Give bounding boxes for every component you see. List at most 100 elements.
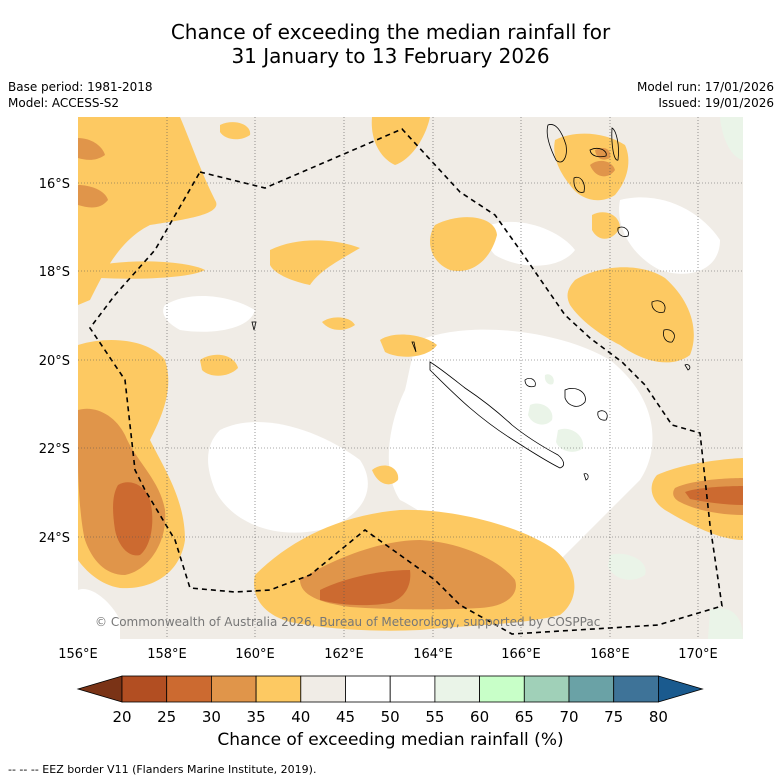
- model-name: Model: ACCESS-S2: [8, 96, 120, 110]
- field-yellow-north-strip: [100, 261, 205, 279]
- lon-label: 164°E: [413, 647, 453, 662]
- field-green-1: [528, 403, 553, 425]
- field-yellow-north-reef: [371, 117, 430, 165]
- vanuatu-aneityum: [663, 329, 675, 343]
- islet-4: [411, 341, 417, 353]
- field-yellow-south-blob: [372, 465, 399, 485]
- field-white-southwest: [78, 589, 120, 639]
- colorbar-tick-label: 25: [157, 708, 176, 726]
- colorbar-segment: [300, 675, 346, 703]
- new-caledonia-coast: [429, 361, 564, 469]
- colorbar-tick-label: 75: [604, 708, 623, 726]
- field-orange-northwest: [78, 138, 105, 160]
- field-green-3: [608, 553, 646, 580]
- vanuatu-tanna: [651, 300, 666, 313]
- copyright-watermark: © Commonwealth of Australia 2026, Bureau…: [95, 615, 600, 629]
- colorbar-segment: [255, 675, 302, 703]
- rainfall-probability-field: [78, 117, 743, 639]
- field-darkorange-south: [320, 570, 411, 606]
- colorbar-tick-label: 35: [247, 708, 266, 726]
- vanuatu-maewo: [611, 127, 619, 161]
- field-green-6: [544, 374, 554, 385]
- field-green-5: [708, 608, 743, 639]
- lat-label: 22°S: [39, 442, 70, 457]
- map-title-line1: Chance of exceeding the median rainfall …: [170, 20, 611, 44]
- loyalty-island-3: [597, 410, 608, 421]
- vanuatu-ambae: [589, 148, 607, 158]
- colorbar-tick-label: 80: [649, 708, 668, 726]
- field-white-south: [208, 421, 368, 533]
- colorbar-tick-label: 65: [515, 708, 534, 726]
- field-yellow-northwest: [78, 117, 217, 305]
- latitude-labels: 16°S 18°S 20°S 22°S 24°S: [39, 177, 70, 546]
- field-yellow-vanuatu2: [592, 212, 620, 239]
- issued-date: Issued: 19/01/2026: [658, 96, 774, 110]
- field-yellow-north-blob: [220, 122, 251, 140]
- field-white-east: [619, 197, 720, 274]
- gridlines: [78, 117, 743, 639]
- field-darkorange-west: [113, 482, 153, 556]
- colorbar: 20 25 30 35 40 45 50 55 60 65 70 75 80: [76, 675, 704, 726]
- lon-label: 166°E: [501, 647, 541, 662]
- colorbar-tick-label: 50: [381, 708, 400, 726]
- lat-label: 20°S: [39, 354, 70, 369]
- islet-2: [583, 473, 589, 481]
- base-period: Base period: 1981-2018: [8, 80, 153, 94]
- colorbar-segment: [121, 675, 168, 703]
- field-white-north: [486, 221, 575, 266]
- loyalty-island-1: [524, 378, 536, 388]
- colorbar-tick-label: 60: [470, 708, 489, 726]
- lon-label: 158°E: [147, 647, 187, 662]
- field-yellow-mid-north: [430, 217, 497, 272]
- map-title-line2: 31 January to 13 February 2026: [231, 44, 550, 68]
- colorbar-extend-high: [658, 675, 704, 703]
- vanuatu-efate: [617, 226, 629, 237]
- colorbar-segment: [434, 675, 480, 703]
- lat-label: 18°S: [39, 265, 70, 280]
- colorbar-segment: [166, 675, 212, 703]
- vanuatu-malekula: [573, 176, 585, 193]
- colorbar-segment: [389, 675, 436, 703]
- colorbar-tick-label: 40: [291, 708, 310, 726]
- field-green-2: [556, 428, 584, 452]
- colorbar-tick-label: 45: [336, 708, 355, 726]
- islet-3: [684, 364, 691, 371]
- field-white-west: [163, 295, 255, 332]
- coastlines: [251, 124, 691, 481]
- colorbar-segment: [523, 675, 570, 703]
- colorbar-tick-label: 55: [425, 708, 444, 726]
- longitude-labels: 156°E 158°E 160°E 162°E 164°E 166°E 168°…: [58, 647, 718, 662]
- colorbar-segment: [345, 675, 391, 703]
- colorbar-segment: [613, 675, 659, 703]
- eez-border: [89, 128, 723, 635]
- field-yellow-blob-small: [322, 317, 355, 330]
- model-run: Model run: 17/01/2026: [636, 80, 774, 94]
- lat-label: 16°S: [39, 177, 70, 192]
- field-orange-northwest2: [78, 185, 108, 208]
- lon-label: 162°E: [324, 647, 364, 662]
- lon-label: 170°E: [678, 647, 718, 662]
- colorbar-extend-low: [76, 675, 123, 703]
- field-yellow-central: [380, 334, 437, 357]
- islet-1: [251, 321, 257, 331]
- field-green-4: [720, 117, 743, 160]
- colorbar-segment: [479, 675, 525, 703]
- colorbar-tick-label: 20: [112, 708, 131, 726]
- colorbar-tick-label: 30: [202, 708, 221, 726]
- lat-label: 24°S: [39, 531, 70, 546]
- lon-label: 156°E: [58, 647, 98, 662]
- colorbar-title: Chance of exceeding median rainfall (%): [217, 730, 564, 750]
- field-yellow-east: [567, 267, 694, 363]
- field-darkorange-east: [685, 486, 743, 505]
- colorbar-segment: [568, 675, 615, 703]
- lon-label: 160°E: [235, 647, 275, 662]
- field-orange-vanuatu: [590, 160, 615, 177]
- eez-legend-note: -- -- -- EEZ border V11 (Flanders Marine…: [8, 763, 317, 776]
- colorbar-tick-label: 70: [559, 708, 578, 726]
- lon-label: 168°E: [590, 647, 630, 662]
- vanuatu-espiritu: [546, 124, 567, 163]
- loyalty-island-2: [564, 387, 586, 407]
- field-yellow-center-north: [270, 240, 360, 285]
- colorbar-segment: [210, 675, 257, 703]
